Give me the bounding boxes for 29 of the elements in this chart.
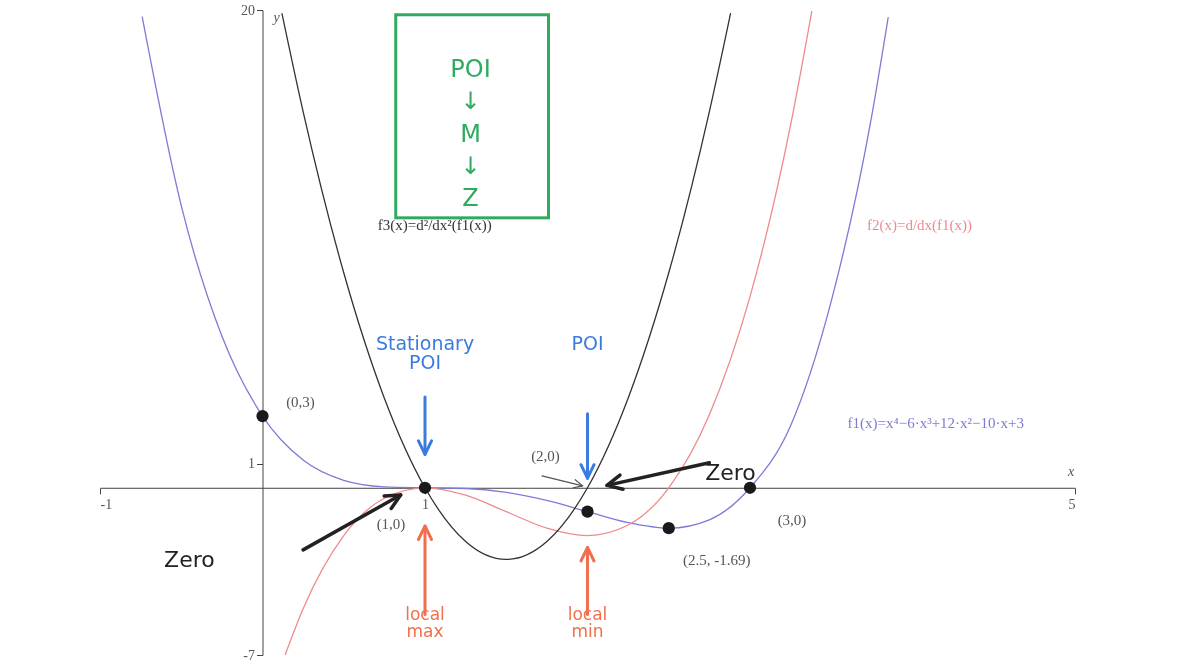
- annotation: local max: [405, 604, 445, 642]
- x-tick-label: -1: [100, 497, 113, 513]
- x-axis-title: x: [1066, 463, 1075, 479]
- y-axis-title: y: [271, 10, 281, 25]
- annotation: POI: [571, 331, 604, 354]
- annotation: (2,0): [531, 447, 560, 465]
- y-tick-label: 20: [241, 2, 255, 18]
- point: [418, 481, 432, 494]
- annotation: Zero: [164, 546, 215, 572]
- point: [581, 505, 594, 518]
- annotation: Stationary POI: [375, 331, 475, 373]
- point: [256, 410, 269, 423]
- annotation: POI ↓ M ↓ Z: [450, 54, 491, 213]
- y-tick-label: 1: [248, 456, 255, 472]
- annotation: local min: [567, 604, 608, 642]
- annotation: Zero: [705, 459, 756, 485]
- text: f3(x)=d²/dx²(f1(x)): [377, 217, 492, 234]
- annotation: (3,0): [777, 511, 807, 529]
- point: [662, 522, 675, 535]
- text: f2(x)=d/dx(f1(x)): [867, 217, 973, 234]
- line-series: [284, 10, 813, 655]
- x-tick-label: 5: [1068, 497, 1076, 513]
- annotation: (0,3): [286, 394, 315, 412]
- y-tick-label: -7: [243, 647, 255, 663]
- text: f1(x)=x⁴−6·x³+12·x²−10·x+3: [847, 415, 1024, 433]
- annotation: (2.5, -1.69): [683, 552, 751, 570]
- x-tick-label: 1: [422, 497, 429, 513]
- point: [743, 481, 757, 494]
- annotation: (1,0): [376, 515, 406, 533]
